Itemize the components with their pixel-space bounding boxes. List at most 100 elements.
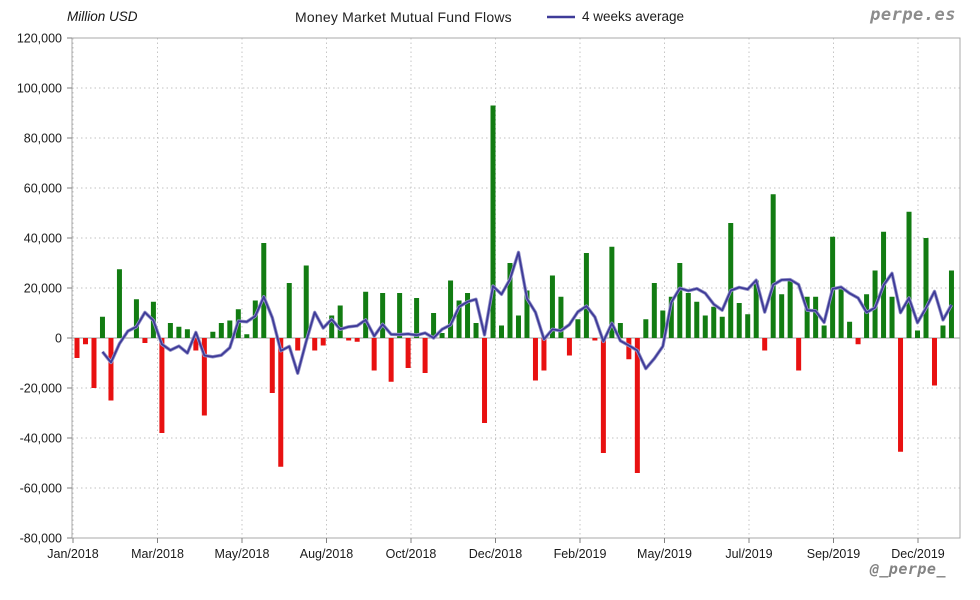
bar-week-71 [668, 296, 674, 338]
bar-week-59 [566, 338, 572, 356]
bar-week-80 [745, 314, 751, 338]
bar-week-82 [762, 338, 768, 351]
bar-week-60 [575, 319, 581, 338]
x-tick-label: Jan/2018 [47, 547, 98, 561]
bar-week-55 [532, 338, 538, 381]
x-tick-label: May/2018 [215, 547, 270, 561]
y-tick-label: 40,000 [24, 232, 62, 246]
bar-week-5 [108, 338, 114, 401]
bar-week-31 [329, 315, 335, 338]
bar-week-16 [201, 338, 207, 416]
bar-week-19 [227, 320, 233, 338]
bar-week-38 [388, 338, 394, 382]
plot-border [71, 37, 961, 539]
x-tick-label: May/2019 [637, 547, 692, 561]
bar-week-51 [499, 325, 504, 338]
bar-week-2 [82, 338, 88, 345]
bar-week-63 [600, 338, 606, 453]
legend: 4 weeks average [546, 9, 684, 24]
bar-week-86 [796, 338, 802, 371]
bar-week-66 [626, 338, 632, 360]
bar-week-62 [592, 338, 598, 341]
weekly-flow-bars [74, 105, 954, 473]
chart-title: Money Market Mutual Fund Flows [295, 9, 512, 25]
bar-week-32 [337, 305, 343, 338]
bar-week-47 [465, 293, 471, 338]
bar-week-34 [354, 338, 360, 342]
bar-week-36 [371, 338, 377, 371]
bar-week-65 [617, 323, 623, 338]
y-tick-label: -60,000 [20, 482, 62, 496]
bar-week-37 [380, 293, 386, 338]
y-axis-unit-label: Million USD [67, 9, 138, 24]
x-tick-label: Mar/2018 [131, 547, 184, 561]
bar-week-13 [176, 326, 182, 338]
bar-week-18 [218, 323, 224, 338]
legend-label: 4 weeks average [582, 9, 685, 24]
bar-week-64 [609, 246, 615, 338]
y-tick-label: 120,000 [17, 32, 62, 46]
bar-week-70 [660, 310, 666, 338]
bar-week-25 [278, 338, 284, 467]
bar-week-54 [524, 290, 530, 338]
bar-week-84 [779, 294, 785, 338]
bar-week-73 [685, 293, 691, 338]
bar-week-76 [711, 306, 717, 338]
bar-week-89 [821, 325, 827, 338]
bar-week-58 [558, 296, 564, 338]
bar-week-93 [855, 338, 861, 345]
bar-week-30 [320, 338, 326, 346]
bar-week-85 [787, 279, 793, 338]
bar-week-33 [346, 338, 352, 341]
x-tick-label: Sep/2019 [807, 547, 861, 561]
bar-week-68 [643, 319, 649, 338]
twitter-credit: @_perpe_ [869, 560, 946, 578]
bar-week-61 [583, 253, 589, 338]
bar-week-8 [133, 299, 139, 338]
bar-week-24 [269, 338, 275, 393]
bar-week-4 [99, 316, 105, 338]
avg-line [101, 251, 953, 375]
bar-week-83 [770, 194, 776, 338]
bar-week-28 [303, 265, 309, 338]
bar-week-27 [295, 338, 301, 351]
bar-week-72 [677, 263, 683, 338]
bar-week-29 [312, 338, 318, 351]
bar-week-100 [915, 330, 921, 338]
bar-week-92 [847, 321, 853, 338]
y-tick-label: 60,000 [24, 182, 62, 196]
bar-week-49 [482, 338, 488, 423]
bar-week-39 [397, 293, 403, 338]
bar-week-77 [719, 316, 725, 338]
bar-week-99 [906, 211, 912, 338]
bar-week-40 [405, 338, 411, 368]
x-tick-label: Aug/2018 [300, 547, 354, 561]
bar-week-56 [541, 338, 547, 371]
y-tick-label: 20,000 [24, 282, 62, 296]
legend-line-icon [547, 15, 575, 18]
bar-week-44 [439, 333, 445, 338]
bar-week-75 [702, 315, 708, 338]
bar-week-9 [142, 338, 148, 343]
y-tick-label: -80,000 [20, 532, 62, 546]
x-tick-label: Jul/2019 [725, 547, 772, 561]
bar-week-87 [804, 296, 810, 338]
bar-week-78 [728, 223, 734, 338]
bar-week-11 [159, 338, 165, 433]
bar-week-3 [91, 338, 97, 388]
y-tick-label: 80,000 [24, 132, 62, 146]
bar-week-1 [74, 338, 80, 358]
bar-week-103 [940, 325, 946, 338]
bar-week-48 [473, 323, 479, 338]
bar-week-12 [167, 323, 173, 338]
bar-week-23 [261, 243, 267, 338]
bar-week-94 [864, 294, 870, 338]
bar-week-81 [753, 280, 759, 338]
bar-week-79 [736, 303, 742, 338]
bar-week-67 [634, 338, 640, 473]
y-tick-label: 0 [55, 332, 62, 346]
bar-week-101 [923, 238, 929, 338]
bar-week-50 [490, 105, 496, 338]
